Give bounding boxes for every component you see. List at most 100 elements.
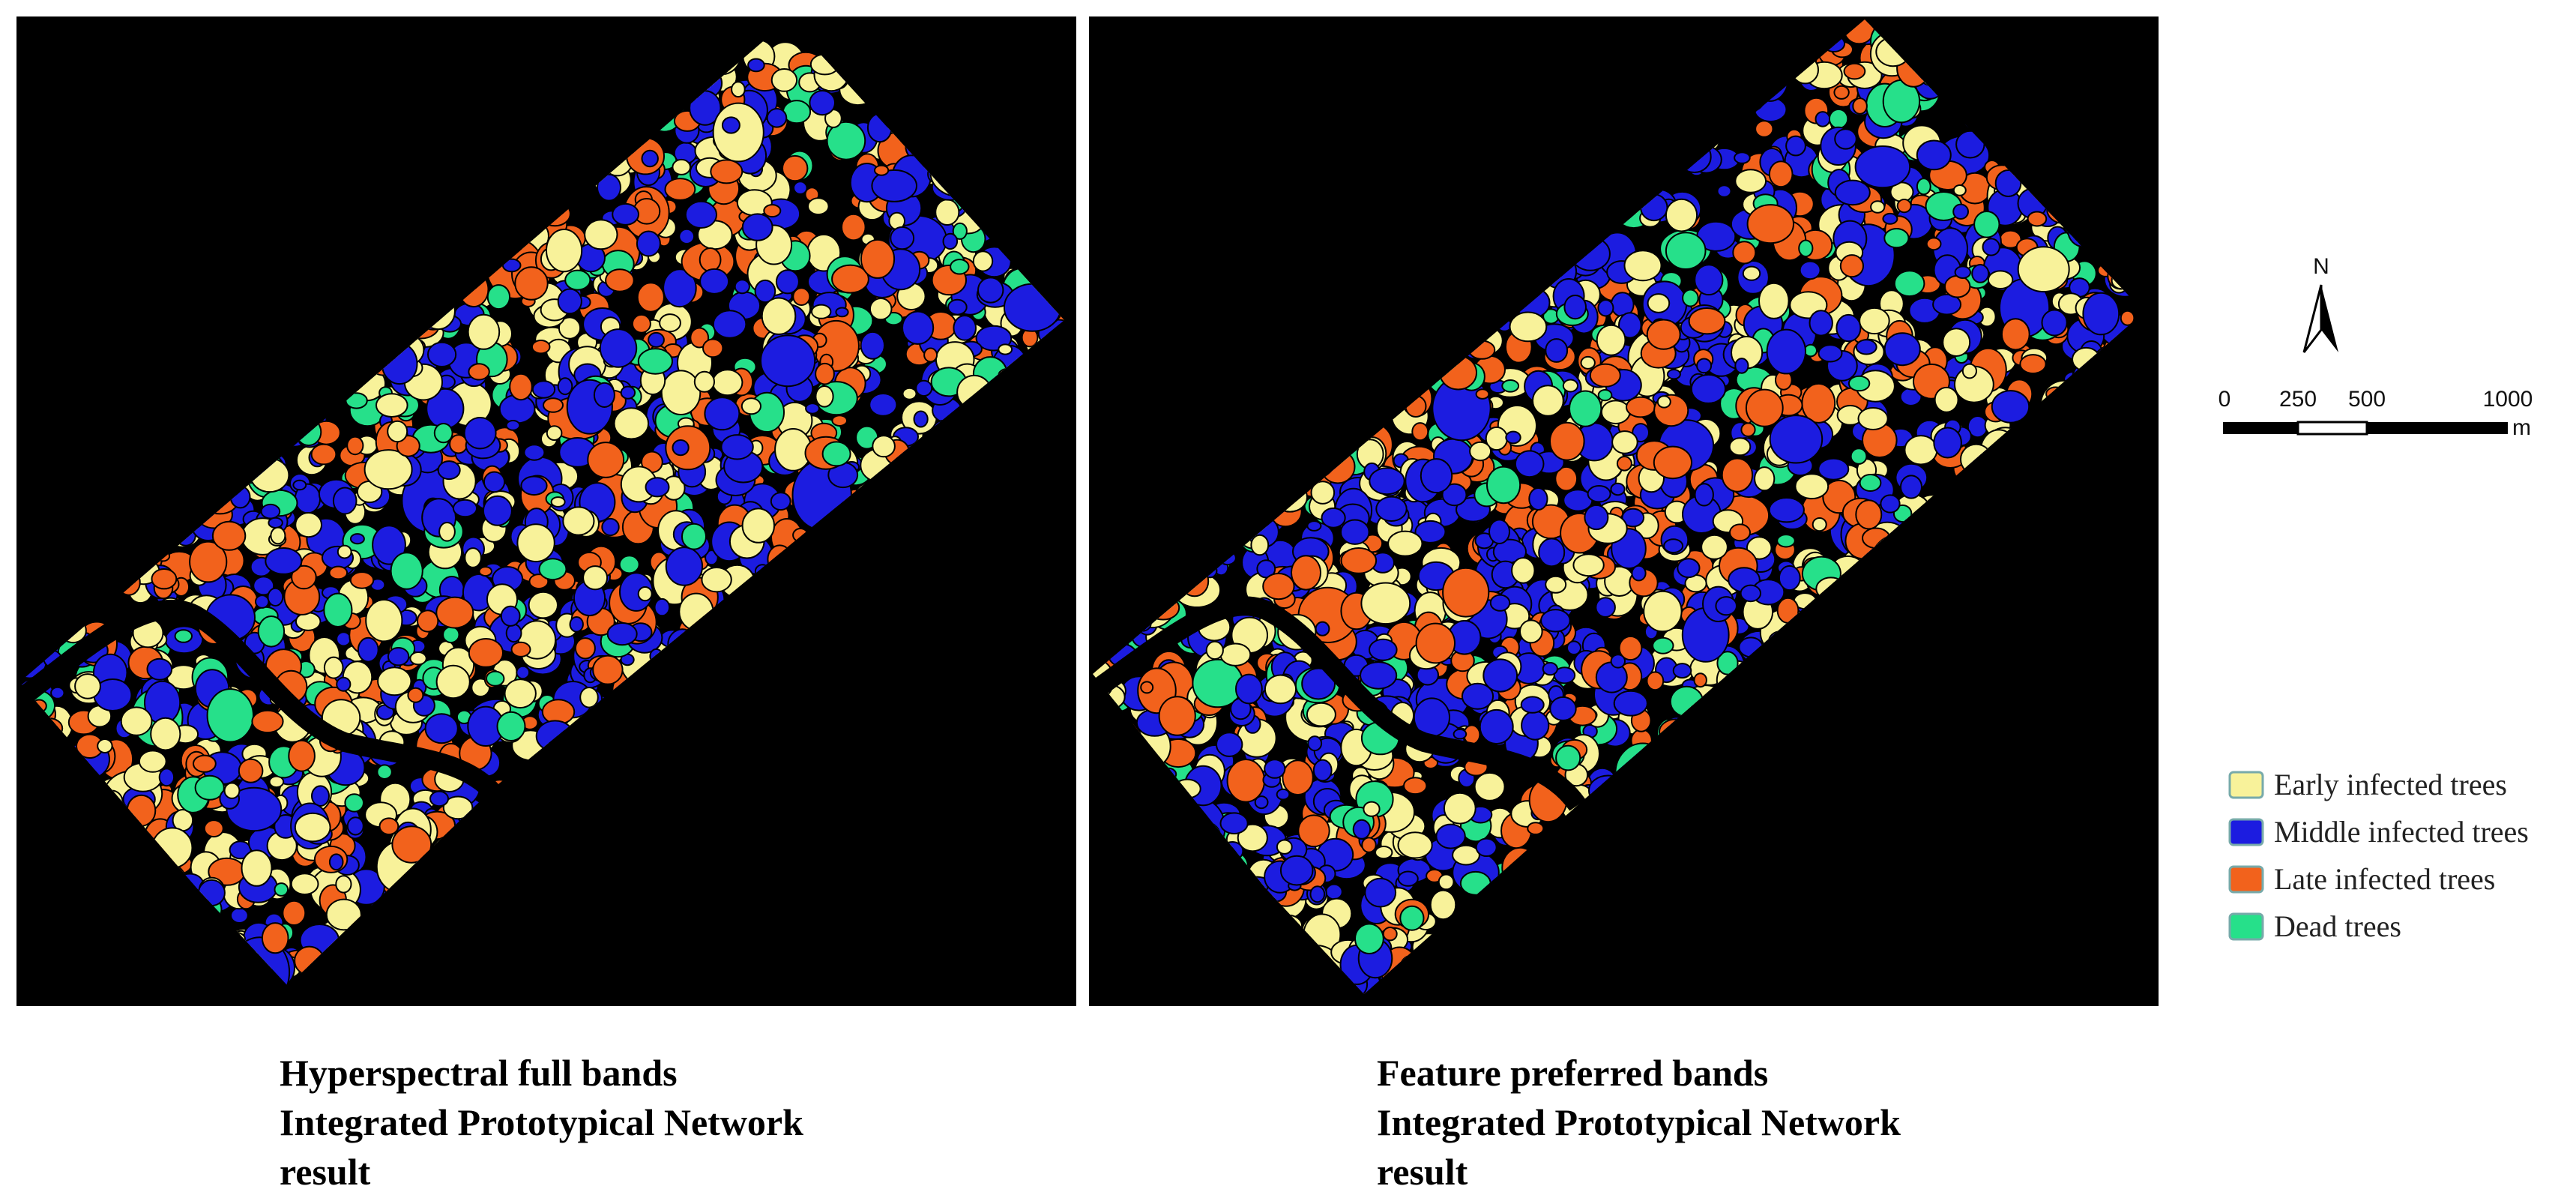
tree-crown [672, 158, 692, 175]
tree-crown [684, 200, 718, 229]
tree-crown [613, 407, 650, 440]
tree-crown [902, 387, 917, 400]
tree-crown [174, 629, 193, 643]
tree-crown [592, 654, 624, 685]
tree-crown [618, 555, 640, 574]
tree-crown [323, 656, 344, 679]
tree-crown [672, 439, 690, 457]
tree-crown [346, 816, 364, 836]
tree-crown [424, 713, 459, 744]
tree-crown [528, 591, 558, 619]
tree-crown [349, 571, 375, 589]
tree-crown [654, 598, 671, 617]
tree-crown [1613, 690, 1648, 717]
tree-crown [332, 487, 358, 515]
tree-crown [620, 385, 636, 400]
tree-crown [464, 547, 482, 568]
tree-crown [50, 686, 65, 699]
tree-crown [579, 687, 599, 708]
tree-crown [557, 377, 573, 396]
tree-crown [376, 764, 393, 780]
tree-crown [915, 379, 933, 397]
tree-crown [274, 882, 289, 897]
tree-crown [336, 631, 352, 647]
tree-crown [510, 641, 531, 657]
tree-crown [704, 397, 740, 431]
tree-crown [223, 782, 241, 799]
tree-crown [336, 676, 352, 692]
tree-crown [693, 370, 716, 393]
tree-crown [260, 503, 281, 520]
tree-crown [328, 853, 344, 871]
tree-crown [407, 687, 424, 703]
tree-crown [1833, 85, 1850, 100]
tree-crown [267, 587, 284, 607]
tree-crown [328, 565, 349, 580]
tree-crown [516, 523, 555, 563]
tree-crown [1473, 771, 1506, 801]
tree-crown [211, 520, 247, 551]
tree-crown [344, 793, 365, 813]
tree-crown [645, 477, 670, 498]
tree-crown [500, 605, 521, 627]
tree-crown [387, 420, 408, 443]
tree-crown [337, 544, 352, 559]
tree-crown [1916, 178, 1931, 196]
tree-crown [467, 313, 501, 350]
tree-crown [747, 58, 765, 73]
tree-crown [562, 506, 595, 536]
tree-crown [463, 417, 497, 450]
tree-crown [569, 616, 584, 633]
tree-crown [486, 284, 511, 310]
tree-crown [811, 304, 832, 319]
tree-crown [740, 397, 762, 415]
tree-crown [1812, 517, 1827, 532]
tree-crown [807, 197, 830, 216]
tree-crown [665, 547, 704, 586]
tree-crown [377, 666, 412, 696]
tree-crown [251, 709, 284, 734]
tree-crown [582, 565, 609, 591]
tree-crown [203, 819, 224, 838]
tree-crown [1562, 379, 1578, 393]
tree-crown [557, 288, 582, 315]
tree-crown [564, 269, 591, 291]
tree-crown [977, 277, 1004, 304]
tree-crown [869, 393, 898, 417]
tree-crown [815, 362, 835, 385]
tree-crown [390, 552, 423, 590]
tree-crown [442, 626, 460, 644]
tree-crown [550, 496, 566, 508]
tree-crown [538, 558, 567, 581]
tree-crown [809, 90, 836, 116]
tree-crown [950, 259, 970, 275]
tree-crown [584, 219, 618, 250]
tree-crown [158, 768, 175, 787]
tree-crown [468, 363, 490, 381]
tree-crown [636, 282, 665, 313]
tree-crown [294, 812, 331, 843]
tree-crown [1666, 369, 1681, 380]
tree-crown [636, 230, 661, 257]
tree-crown [792, 287, 811, 307]
tree-crown [869, 298, 893, 321]
tree-crown [151, 568, 178, 590]
tree-crown [678, 228, 696, 244]
tree-crown [998, 343, 1013, 355]
tree-crown [1325, 883, 1343, 900]
tree-crown [311, 785, 330, 807]
tree-crown [482, 495, 513, 526]
tree-crown [1794, 473, 1830, 500]
tree-crown [710, 159, 743, 184]
tree-crown [505, 623, 522, 643]
tree-crown [438, 522, 456, 542]
tree-crown [699, 247, 722, 272]
tree-crown [660, 370, 702, 416]
tree-crown [641, 149, 659, 168]
tree-crown [546, 229, 583, 273]
tree-crown [429, 790, 449, 807]
tree-crown [637, 586, 653, 602]
tree-crown [435, 596, 474, 629]
tree-crown [631, 313, 651, 334]
tree-crown [860, 238, 896, 279]
